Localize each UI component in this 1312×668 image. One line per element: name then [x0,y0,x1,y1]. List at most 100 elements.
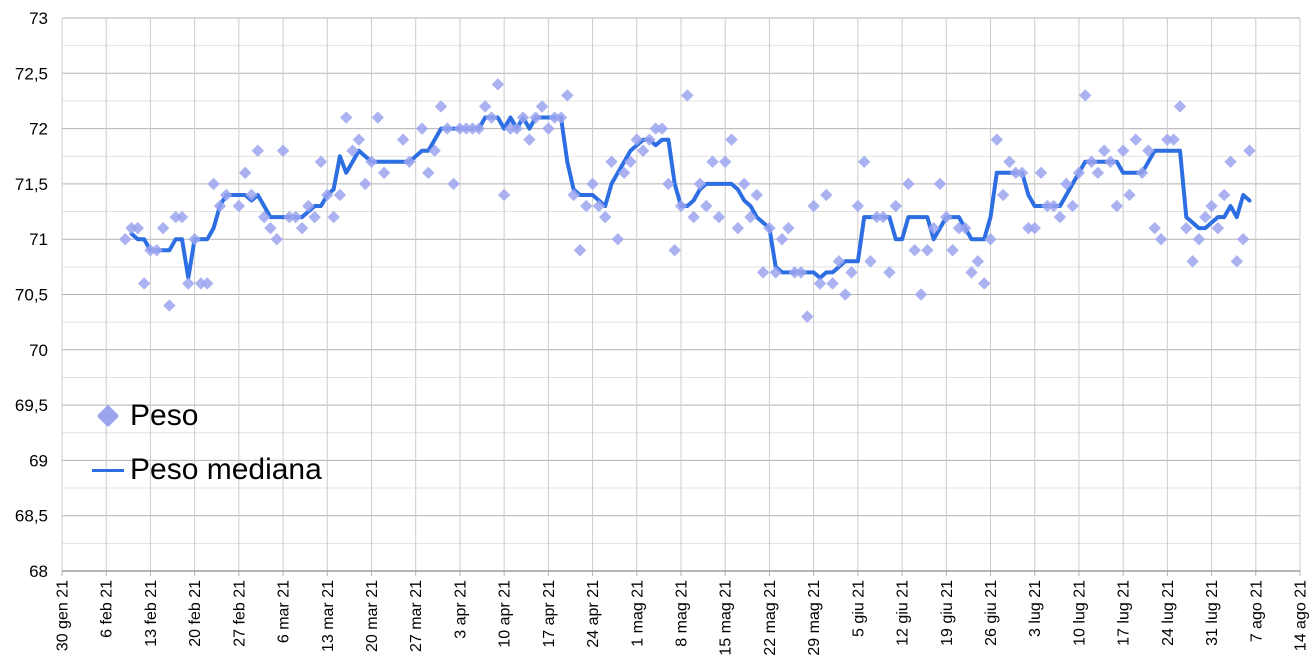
scatter-point [794,266,808,279]
scatter-point [984,233,997,246]
scatter-point [188,233,201,246]
scatter-point [1015,166,1029,180]
scatter-point [1180,221,1193,235]
scatter-point [782,221,795,235]
scatter-point [447,177,460,191]
scatter-point [314,155,328,168]
scatter-point [1091,166,1105,180]
y-tick-label: 69,5 [15,396,48,415]
scatter-point [264,221,277,235]
y-tick-label: 70 [29,341,48,360]
scatter-point [1085,155,1098,168]
scatter-point [1003,155,1016,168]
scatter-point [365,155,378,168]
scatter-point [1167,133,1180,146]
scatter-point [681,89,694,102]
scatter-point [857,155,871,168]
scatter-point [118,233,132,246]
scatter-point [927,221,940,235]
x-tick-label: 30 gen 21 [55,580,72,651]
scatter-point [1053,210,1067,224]
scatter-point [712,210,726,224]
scatter-point [592,199,606,213]
scatter-point [156,221,170,235]
scatter-point [801,310,814,323]
scatter-point [1123,188,1136,202]
scatter-point [302,199,315,213]
scatter-point [169,210,182,224]
scatter-point [1154,233,1168,246]
scatter-point [693,177,707,191]
y-tick-label: 70,5 [15,286,48,305]
x-tick-label: 26 giu 21 [983,580,1000,646]
scatter-point [1066,199,1079,213]
scatter-point [422,166,435,180]
scatter-point [624,155,637,168]
scatter-point [1060,177,1073,191]
scatter-point [959,221,972,235]
x-tick-label: 14 ago 21 [1293,580,1310,651]
legend: Peso Peso mediana [86,394,322,502]
scatter-point [542,122,555,135]
x-tick-label: 3 apr 21 [452,580,469,639]
x-tick-label: 17 lug 21 [1116,580,1133,646]
scatter-point [820,188,833,202]
scatter-point [599,210,612,224]
scatter-point [649,122,662,135]
scatter-point [308,210,321,224]
legend-item-peso-mediana: Peso mediana [86,448,322,492]
scatter-point [573,244,587,257]
scatter-point [371,111,385,124]
scatter-point [1224,155,1237,168]
scatter-point [415,122,429,135]
scatter-point [497,188,511,202]
scatter-point [700,199,713,213]
scatter-point [1072,166,1086,180]
scatter-point [668,244,681,257]
scatter-point [750,188,763,202]
scatter-point [737,177,751,191]
scatter-point [870,210,884,224]
scatter-point [441,122,454,135]
scatter-point [611,233,625,246]
y-tick-label: 68 [29,562,48,581]
scatter-point [1243,144,1256,157]
scatter-point [851,199,865,213]
scatter-point [403,155,416,168]
scatter-point [295,221,309,235]
x-tick-label: 29 mag 21 [806,580,823,656]
x-tick-label: 22 mag 21 [762,580,779,656]
scatter-point [207,177,220,191]
x-tick-label: 8 mag 21 [674,580,691,647]
scatter-point [245,188,258,202]
scatter-point [1236,233,1250,246]
scatter-point [220,188,233,202]
scatter-point [352,133,366,146]
legend-label-peso-mediana: Peso mediana [130,453,322,486]
scatter-point [914,288,928,301]
peso-swatch-box [86,404,130,428]
scatter-point [466,122,479,135]
x-tick-label: 15 mag 21 [718,580,735,656]
scatter-point [946,244,959,257]
scatter-point [775,233,789,246]
scatter-point [1116,144,1130,157]
x-tick-label: 6 feb 21 [99,580,116,638]
scatter-point [453,122,467,135]
x-tick-label: 13 feb 21 [143,580,160,647]
x-tick-label: 17 apr 21 [541,580,558,648]
x-tick-label: 13 mar 21 [320,580,337,652]
scatter-point [257,210,271,224]
scatter-point [933,177,947,191]
scatter-point [813,277,827,290]
y-tick-labels: 73 72,5 72 71,5 71 70,5 70 69,5 69 68,5 68 [15,9,48,581]
scatter-point [1148,221,1161,235]
scatter-point [434,100,448,113]
x-tick-label: 20 mar 21 [364,580,381,652]
y-tick-label: 73 [29,9,48,28]
scatter-point [358,177,372,191]
scatter-point [889,199,902,213]
x-tick-label: 24 lug 21 [1160,580,1177,646]
scatter-point [485,111,498,124]
